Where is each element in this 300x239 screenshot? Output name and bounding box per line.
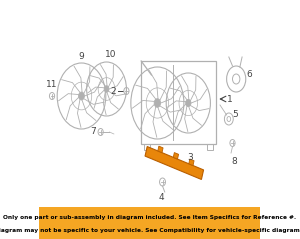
Text: 11: 11 [46,80,58,88]
Bar [141,61,216,144]
Text: 8: 8 [231,157,237,165]
Text: Only one part or sub-assembly in diagram included. See Item Specifics for Refere: Only one part or sub-assembly in diagram… [3,215,297,220]
Polygon shape [145,147,204,179]
Bar [208,144,213,150]
Circle shape [104,86,109,92]
Polygon shape [173,152,178,159]
Circle shape [186,99,191,107]
Text: 3: 3 [188,153,194,163]
Text: Diagram may not be specific to your vehicle. See Compatibility for vehicle-speci: Diagram may not be specific to your vehi… [0,228,300,233]
Text: 7: 7 [90,127,96,136]
Text: 1: 1 [227,94,233,103]
Circle shape [79,92,84,100]
Text: 2: 2 [110,87,116,96]
Polygon shape [189,159,194,166]
Text: 10: 10 [105,49,117,59]
Text: 4: 4 [158,194,164,202]
Polygon shape [158,146,163,153]
Bar [144,144,150,150]
Bar [40,207,260,239]
Text: 5: 5 [232,109,238,119]
Text: 6: 6 [247,70,252,78]
Text: 9: 9 [79,51,84,60]
Circle shape [154,99,161,107]
